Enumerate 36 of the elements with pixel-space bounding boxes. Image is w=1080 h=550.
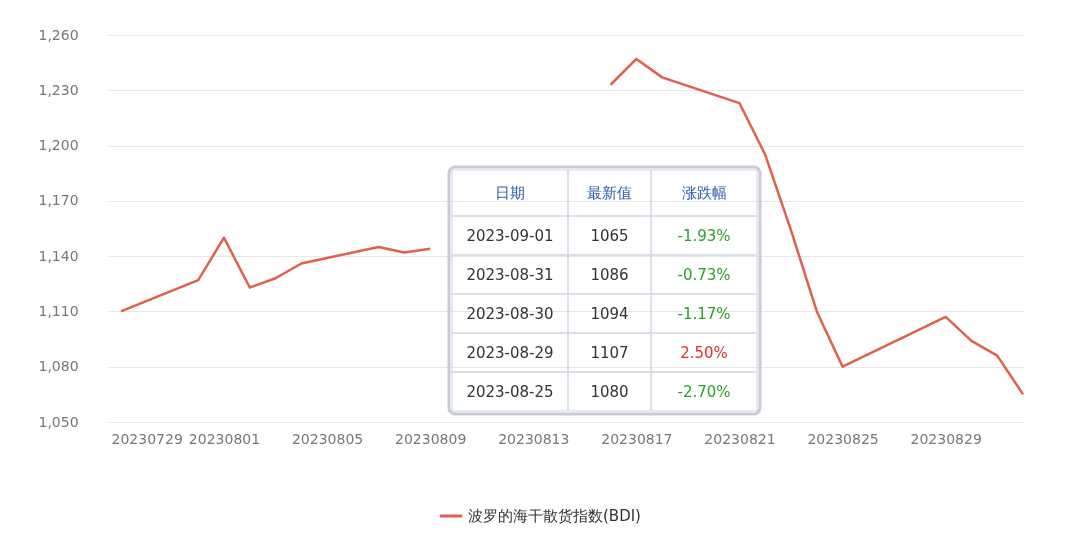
annotation: -2.70%	[677, 382, 731, 401]
annotation: 2023-08-30	[466, 304, 554, 323]
annotation: 2023-08-29	[466, 343, 554, 362]
x-tick-label: 20230817	[601, 430, 673, 447]
annotation: -0.73%	[677, 265, 731, 284]
annotation: 最新值	[587, 184, 632, 202]
y-tick-label: 1,260	[38, 26, 79, 43]
y-tick-label: 1,140	[38, 247, 79, 264]
y-tick-label: 1,200	[38, 137, 79, 154]
annotation: 1065	[590, 226, 629, 245]
annotation: 1086	[590, 265, 629, 284]
annotation: -1.17%	[677, 304, 731, 323]
annotation: 2023-09-01	[466, 226, 554, 245]
annotation: 1080	[590, 382, 629, 401]
annotation: -1.93%	[677, 226, 731, 245]
annotation: 1094	[590, 304, 629, 323]
x-tick-label: 20230805	[291, 430, 364, 447]
y-tick-label: 1,170	[38, 192, 79, 209]
x-tick-label: 20230813	[498, 430, 570, 447]
x-tick-label: 20230821	[704, 430, 776, 447]
annotation: 涨跌幅	[681, 184, 727, 202]
y-tick-label: 1,110	[38, 302, 79, 319]
y-tick-label: 1,050	[38, 413, 79, 430]
x-tick-label: 20230809	[395, 430, 467, 447]
x-tick-label: 20230825	[807, 430, 879, 447]
annotation: 2023-08-31	[466, 265, 554, 284]
annotation: 日期	[495, 184, 525, 202]
annotation: 2.50%	[680, 343, 728, 362]
annotation: 1107	[590, 343, 629, 362]
x-tick-label: 20230801	[188, 430, 261, 447]
y-tick-label: 1,080	[38, 358, 79, 375]
annotation: 2023-08-25	[466, 382, 554, 401]
y-tick-label: 1,230	[38, 81, 79, 98]
x-tick-label: 20230729	[111, 430, 183, 447]
x-tick-label: 20230829	[910, 430, 982, 447]
legend-label: 波罗的海干散货指数(BDI)	[468, 507, 641, 525]
